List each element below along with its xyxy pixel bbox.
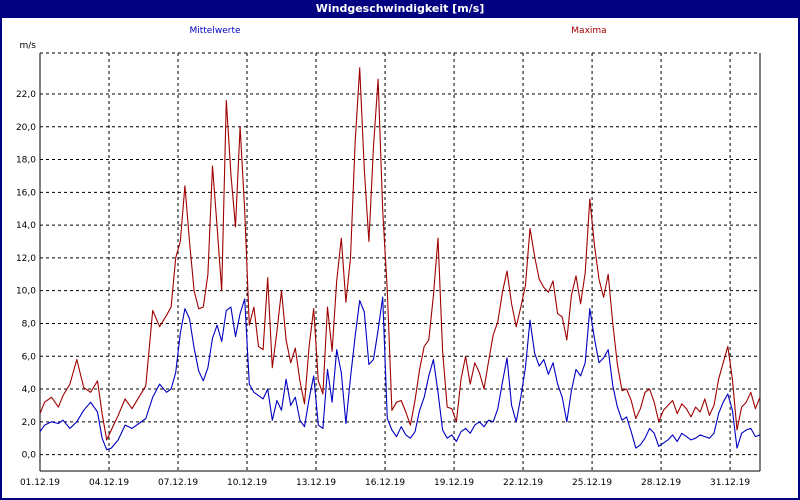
- y-tick-label: 14,0: [16, 221, 36, 231]
- y-tick-label: 4,0: [22, 385, 37, 395]
- series-line-mittelwerte: [39, 296, 761, 451]
- y-tick-label: 20,0: [16, 123, 36, 133]
- series-line-maxima: [39, 67, 761, 441]
- x-tick-label: 19.12.19: [434, 478, 474, 488]
- y-axis-unit-label: m/s: [20, 41, 37, 51]
- wind-speed-chart: 0,0 2,0 4,0 6,0 8,0 10,0 12,0 14,0 16,0 18,0 20,0 2…: [16, 26, 761, 488]
- y-tick-label: 0,0: [22, 451, 37, 461]
- axes: [39, 53, 761, 472]
- series-label-mittelwerte: Mittelwerte: [189, 26, 240, 36]
- x-tick-label: 25.12.19: [572, 478, 612, 488]
- x-tick-label: 13.12.19: [296, 478, 336, 488]
- y-tick-label: 12,0: [16, 254, 36, 264]
- y-tick-label: 22,0: [16, 90, 36, 100]
- chart-area: 0,0 2,0 4,0 6,0 8,0 10,0 12,0 14,0 16,0 18,0 20,0 2…: [2, 18, 798, 498]
- x-tick-label: 22.12.19: [503, 478, 543, 488]
- x-tick-label: 01.12.19: [20, 478, 60, 488]
- x-tick-label: 31.12.19: [710, 478, 750, 488]
- series: [39, 67, 761, 451]
- x-tick-label: 16.12.19: [365, 478, 405, 488]
- y-tick-label: 2,0: [22, 418, 37, 428]
- x-tick-label: 28.12.19: [641, 478, 681, 488]
- grid: [39, 52, 760, 471]
- y-tick-label: 6,0: [22, 352, 37, 362]
- x-tick-label: 07.12.19: [158, 478, 198, 488]
- y-tick-label: 8,0: [22, 319, 37, 329]
- y-tick-label: 18,0: [16, 156, 36, 166]
- x-tick-label: 04.12.19: [89, 478, 129, 488]
- window-title: Windgeschwindigkeit [m/s]: [315, 2, 485, 15]
- labels: 0,0 2,0 4,0 6,0 8,0 10,0 12,0 14,0 16,0 18,0 20,0 2…: [16, 26, 750, 488]
- y-tick-label: 16,0: [16, 188, 36, 198]
- series-label-maxima: Maxima: [571, 26, 606, 36]
- x-tick-label: 10.12.19: [227, 478, 267, 488]
- y-tick-label: 10,0: [16, 287, 36, 297]
